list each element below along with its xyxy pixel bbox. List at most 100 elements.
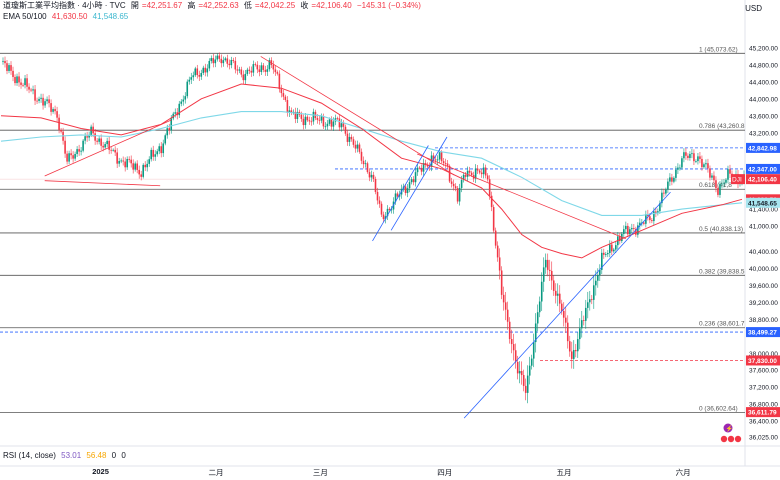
candle-body-13	[26, 78, 28, 87]
change-value: −145.31 (−0.34%)	[356, 1, 421, 10]
candle-body-364	[729, 169, 731, 174]
rsi-header[interactable]: RSI (14, close) 53.01 56.48 0 0	[3, 451, 129, 460]
candle-body-54	[108, 140, 110, 150]
candle-body-114	[228, 63, 231, 66]
candle-body-58	[116, 152, 118, 164]
candle-body-344	[689, 153, 691, 158]
fib-label-1: 0.786 (43,260.8	[699, 123, 745, 130]
candle-body-332	[665, 189, 667, 194]
y-tick-4: 43,600.00	[749, 113, 778, 120]
candle-body-266	[532, 342, 535, 359]
rsi-value-4: 0	[121, 451, 126, 460]
candle-body-64	[128, 158, 130, 160]
candle-body-27	[54, 109, 56, 112]
candle-body-152	[304, 116, 307, 126]
candle-body-269	[538, 301, 541, 313]
candle-body-194	[388, 208, 391, 211]
y-tick-9: 40,000.00	[749, 266, 778, 273]
price-tag-4: 41,548.65	[748, 200, 777, 207]
candles	[2, 52, 745, 404]
candle-body-351	[703, 164, 705, 168]
candle-body-284	[568, 341, 571, 352]
high-label: 高	[187, 1, 196, 10]
candle-body-199	[398, 194, 401, 197]
price-tag-2: 42,106.40	[748, 177, 777, 184]
candle-body-229	[458, 187, 461, 202]
candle-body-11	[22, 84, 24, 86]
candle-body-317	[635, 228, 637, 235]
candle-body-90	[180, 101, 183, 104]
y-tick-8: 40,400.00	[749, 249, 778, 256]
y-tick-13: 38,000.00	[749, 351, 778, 358]
candle-body-204	[408, 182, 411, 189]
candle-body-48	[96, 140, 98, 142]
candle-body-82	[164, 135, 167, 144]
candle-body-137	[274, 69, 277, 73]
candle-body-256	[512, 344, 515, 351]
candle-body-329	[659, 203, 661, 212]
candle-body-141	[282, 93, 285, 97]
candle-body-162	[324, 126, 327, 128]
candle-body-321	[643, 222, 645, 224]
candle-body-49	[98, 138, 100, 142]
candle-body-44	[88, 134, 90, 138]
price-tag-bg-5	[746, 327, 780, 338]
candle-body-8	[16, 76, 18, 84]
close-value: =42,106.40	[311, 1, 352, 10]
candle-body-197	[394, 193, 397, 202]
candle-body-101	[202, 67, 205, 74]
y-tick-11: 39,200.00	[749, 300, 778, 307]
symbol-title[interactable]: 道瓊斯工業平均指數 · 4小時 · TVC	[3, 1, 126, 10]
candle-body-139	[278, 73, 281, 90]
candle-body-249	[498, 257, 501, 271]
ema-header[interactable]: EMA 50/100 41,630.50 41,548.65	[3, 12, 131, 22]
candle-body-339	[679, 167, 681, 169]
candle-body-354	[709, 168, 711, 178]
candle-body-4	[8, 65, 10, 71]
candle-body-243	[486, 175, 489, 180]
candle-body-143	[286, 100, 289, 113]
price-tag-prefix-bg-2	[731, 174, 745, 185]
candle-body-111	[222, 60, 225, 64]
candle-body-7	[14, 76, 16, 84]
candle-body-307	[615, 245, 617, 250]
candle-body-285	[570, 351, 573, 359]
candle-body-15	[30, 89, 32, 91]
candle-body-142	[284, 96, 287, 101]
y-tick-2: 44,400.00	[749, 79, 778, 86]
candle-body-271	[542, 267, 545, 282]
candle-body-22	[44, 101, 46, 106]
candle-body-168	[336, 118, 339, 120]
candle-body-343	[687, 155, 689, 158]
rsi-label: RSI (14, close)	[3, 451, 56, 460]
candle-body-72	[144, 164, 146, 168]
candle-body-210	[420, 167, 423, 172]
candle-body-75	[150, 149, 153, 160]
candle-body-136	[272, 65, 275, 70]
candle-body-68	[136, 163, 138, 170]
candle-body-223	[446, 163, 449, 166]
candle-body-91	[182, 99, 185, 102]
candle-body-146	[292, 111, 295, 113]
x-tick-3: 四月	[437, 468, 453, 477]
fib-label-6: 0 (36,602.64)	[699, 406, 738, 413]
candle-body-202	[404, 186, 407, 193]
candle-body-265	[530, 358, 533, 366]
currency-label[interactable]: USD	[745, 4, 762, 13]
time-axis[interactable]: 2025 二月 三月 四月 五月 六月	[0, 466, 780, 480]
fib-label-4: 0.382 (39,838.5	[699, 268, 745, 275]
candle-body-304	[609, 244, 611, 254]
candle-body-294	[588, 299, 591, 303]
candle-body-226	[452, 183, 455, 187]
candle-body-299	[599, 269, 601, 276]
candle-body-24	[48, 99, 50, 104]
candle-body-61	[122, 160, 124, 162]
candle-body-185	[370, 174, 373, 178]
candle-body-174	[348, 136, 351, 142]
candle-body-32	[64, 140, 66, 154]
candle-body-65	[130, 159, 132, 164]
candle-body-161	[322, 116, 325, 127]
x-tick-4: 五月	[556, 468, 572, 477]
candle-body-177	[354, 144, 357, 149]
